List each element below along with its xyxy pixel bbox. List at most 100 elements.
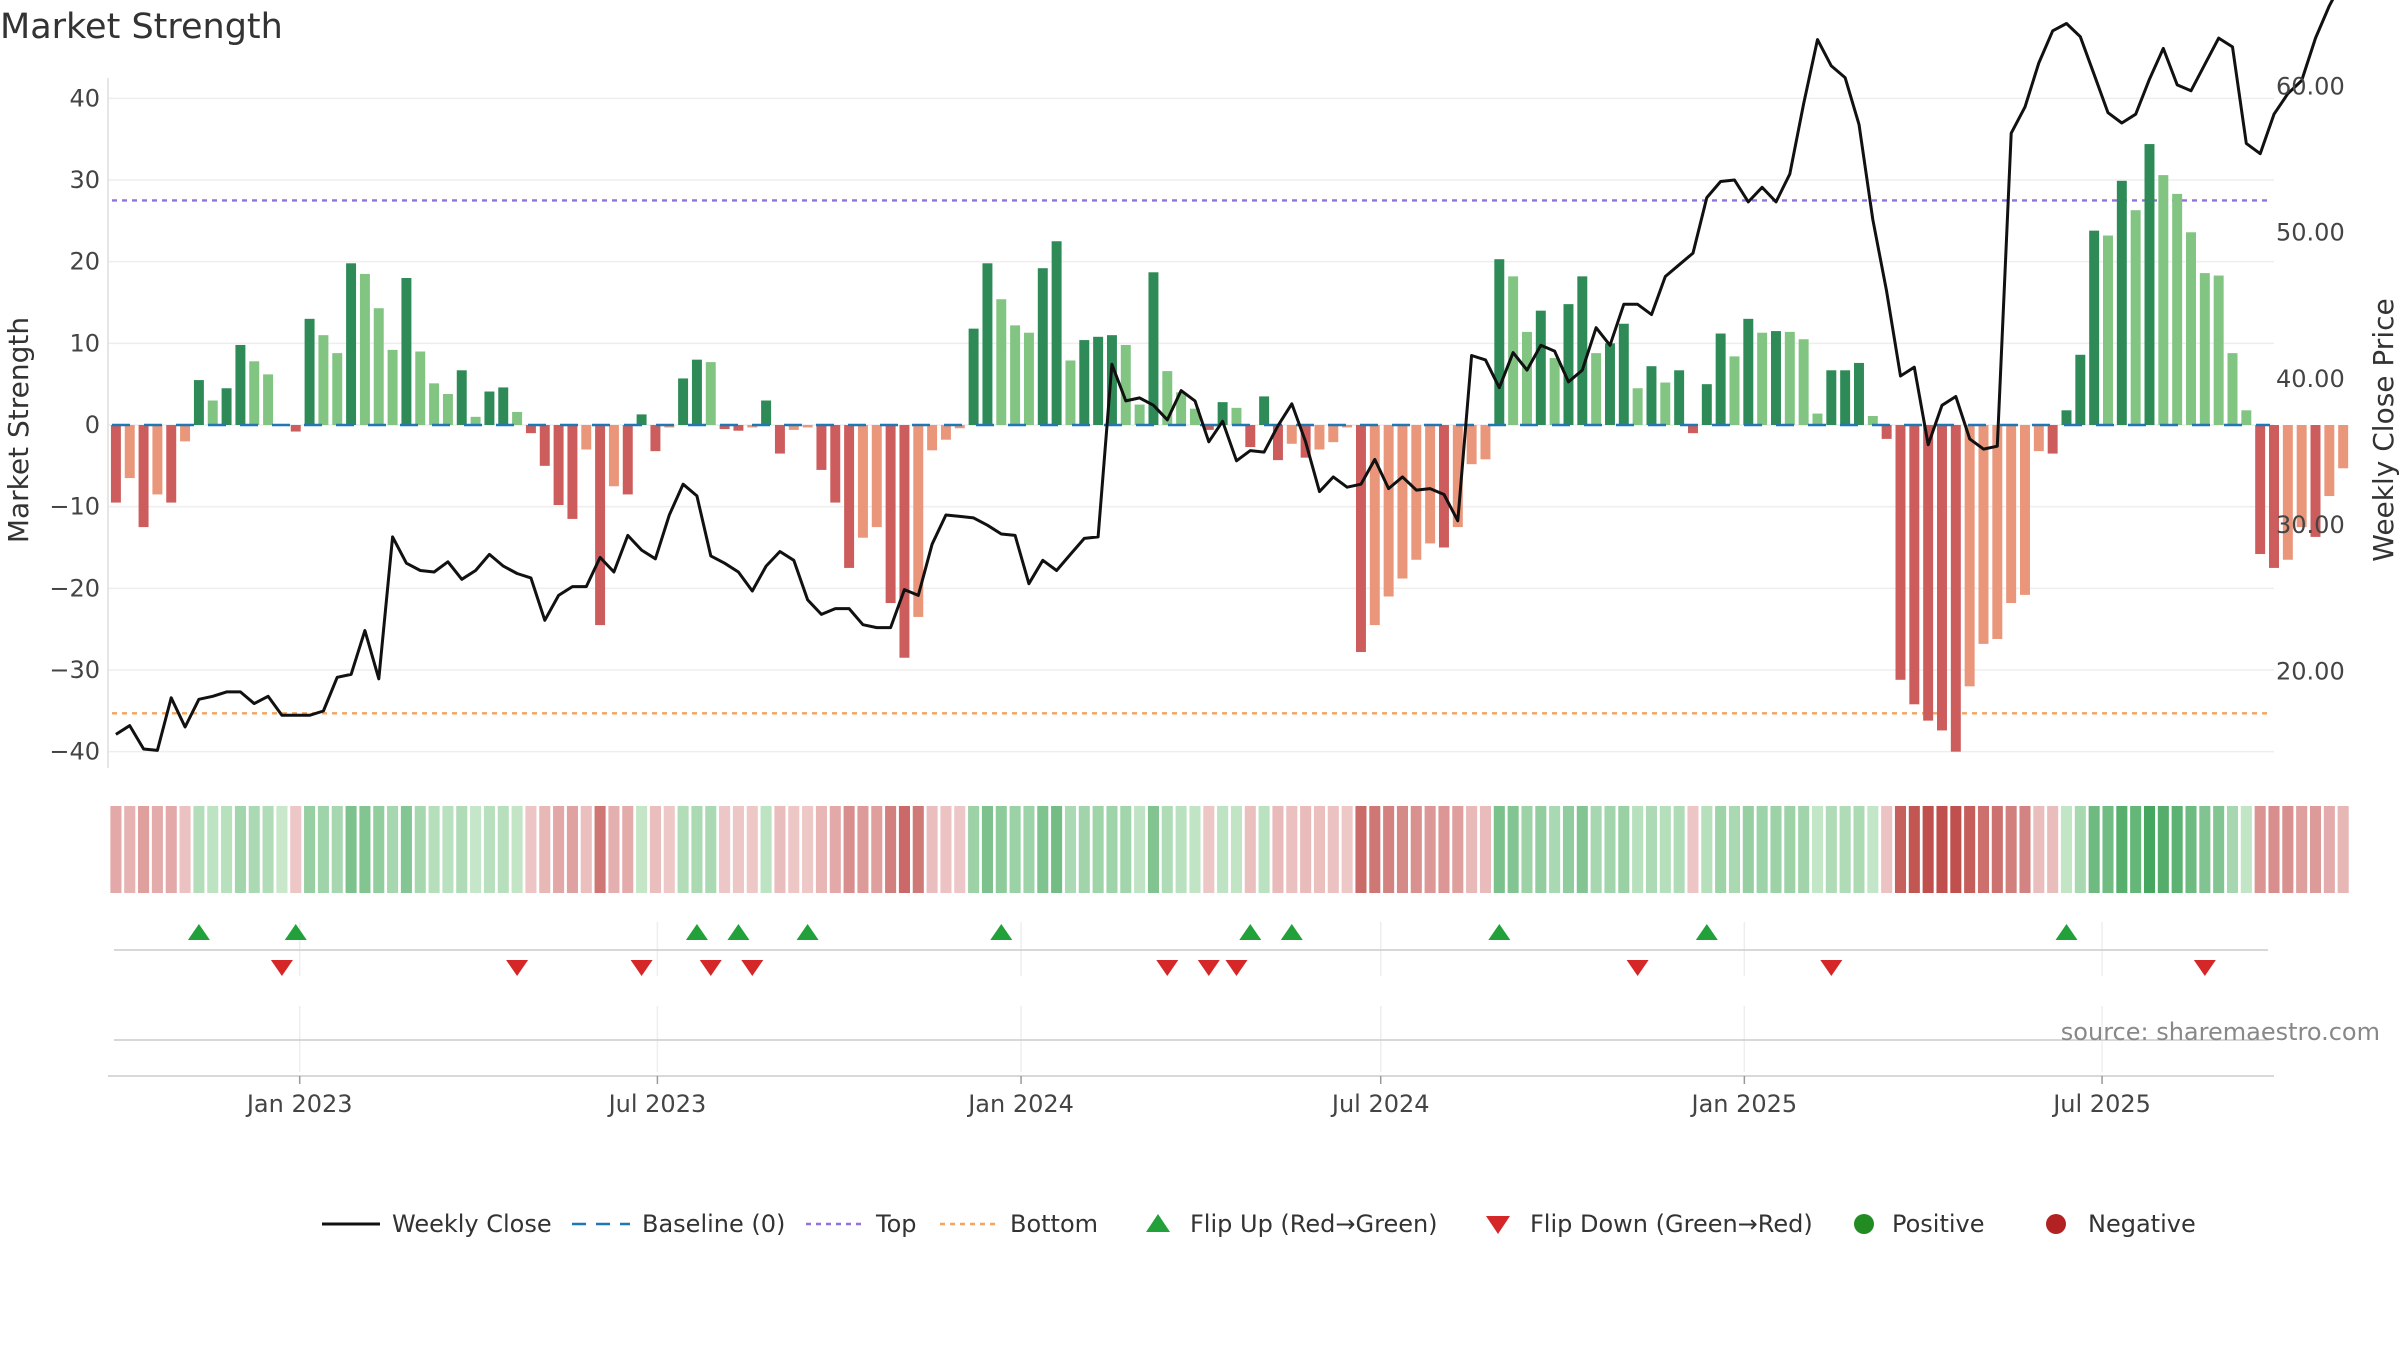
strength-bar — [2213, 275, 2224, 425]
flip-down-marker — [630, 960, 653, 976]
flip-down-marker — [1197, 960, 1220, 976]
strength-bar — [899, 425, 910, 658]
heat-cell — [511, 806, 523, 893]
legend-swatch-flip-up — [1146, 1214, 1170, 1232]
heat-cell — [2130, 806, 2142, 893]
heat-cell — [1936, 806, 1948, 893]
heat-cell — [1120, 806, 1132, 893]
strength-bar — [2033, 425, 2044, 452]
legend-swatch-flip-down — [1486, 1216, 1510, 1234]
strength-bar — [1065, 360, 1076, 425]
strength-bar — [1314, 425, 1325, 450]
strength-bar — [1618, 323, 1629, 425]
strength-bar — [470, 416, 481, 425]
heat-cell — [1576, 806, 1588, 893]
strength-bar — [1881, 425, 1892, 439]
flip-up-marker — [1239, 924, 1262, 940]
strength-bar — [1812, 413, 1823, 425]
strength-bar — [788, 425, 799, 430]
legend-swatch-negative — [2046, 1214, 2066, 1234]
heat-cell — [1092, 806, 1104, 893]
strength-bar — [2172, 193, 2183, 425]
strength-bar — [1120, 344, 1131, 425]
strength-bar — [1342, 425, 1353, 428]
heat-cell — [234, 806, 246, 893]
legend: Weekly Close Baseline (0) Top Bottom Flip Up… — [322, 1210, 2196, 1238]
heat-cell — [1396, 806, 1408, 893]
strength-bar — [1549, 358, 1560, 425]
heat-cell — [373, 806, 385, 893]
strength-bar — [525, 425, 536, 434]
heat-cell — [2185, 806, 2197, 893]
heat-cell — [981, 806, 993, 893]
strength-bar — [1923, 425, 1934, 721]
strength-bar — [1729, 356, 1740, 425]
heat-cell — [746, 806, 758, 893]
x-tick-label: Jul 2024 — [1330, 1090, 1430, 1118]
heat-cell — [387, 806, 399, 893]
heat-cell — [1203, 806, 1215, 893]
strength-bar — [1134, 404, 1145, 425]
strength-bar — [346, 263, 357, 425]
heat-cell — [1839, 806, 1851, 893]
legend-label-flip_up: Flip Up (Red→Green) — [1190, 1210, 1438, 1238]
strength-bar — [2006, 425, 2017, 604]
legend-label-flip_down: Flip Down (Green→Red) — [1530, 1210, 1813, 1238]
strength-bar — [304, 318, 315, 425]
heat-cell — [1064, 806, 1076, 893]
heat-cell — [1327, 806, 1339, 893]
strength-bar — [553, 425, 564, 506]
strength-bar — [1272, 425, 1283, 461]
strength-bar — [1010, 325, 1021, 425]
chart-title: Market Strength — [0, 7, 283, 47]
heat-cell — [124, 806, 136, 893]
heat-cell — [1728, 806, 1741, 893]
flip-down-marker — [2193, 960, 2216, 976]
strength-bar — [1397, 425, 1408, 579]
strength-bar — [1355, 425, 1366, 653]
strength-bar — [1535, 310, 1546, 425]
heat-cell — [2226, 806, 2239, 893]
strength-bar — [968, 328, 979, 425]
heat-cell — [954, 806, 966, 893]
legend-label-bottom: Bottom — [1010, 1210, 1098, 1238]
heat-cell — [2268, 806, 2280, 893]
heat-cell — [1009, 806, 1021, 893]
strength-bar — [1895, 425, 1906, 680]
heat-cell — [2213, 806, 2225, 893]
heat-cell — [1466, 806, 1478, 893]
heat-cell — [2240, 806, 2252, 893]
heat-cell — [608, 806, 620, 893]
weekly-close-line-layer — [115, 0, 2335, 752]
strength-bar — [332, 353, 343, 425]
strength-bar — [622, 425, 633, 495]
heat-cell — [857, 806, 869, 893]
heat-cell — [2060, 806, 2073, 893]
heat-cell — [566, 806, 578, 893]
strength-bar — [263, 374, 274, 425]
strength-bar — [678, 378, 689, 425]
heat-cell — [2337, 806, 2349, 893]
heat-cell — [1645, 806, 1658, 893]
heat-cell — [788, 806, 800, 893]
strength-bar — [442, 393, 453, 425]
x-tick-label: Jul 2025 — [2051, 1090, 2151, 1118]
strength-bar — [1051, 241, 1062, 425]
strength-bar — [885, 425, 896, 604]
heat-cell — [1175, 806, 1187, 893]
heat-cell — [193, 806, 205, 893]
heat-cell — [2296, 806, 2308, 893]
strength-bar — [747, 425, 758, 428]
strength-bar — [124, 425, 135, 479]
flip-down-marker — [1626, 960, 1649, 976]
heat-cell — [677, 806, 689, 893]
legend-label-negative: Negative — [2088, 1210, 2196, 1238]
heat-cell — [580, 806, 592, 893]
heat-cell — [221, 806, 233, 893]
strength-bar — [1978, 425, 1989, 644]
heat-cell — [248, 806, 260, 893]
heat-cell — [2323, 806, 2335, 893]
strength-bar — [1632, 388, 1643, 425]
heat-cell — [1604, 806, 1616, 893]
flip-down-marker — [1225, 960, 1248, 976]
